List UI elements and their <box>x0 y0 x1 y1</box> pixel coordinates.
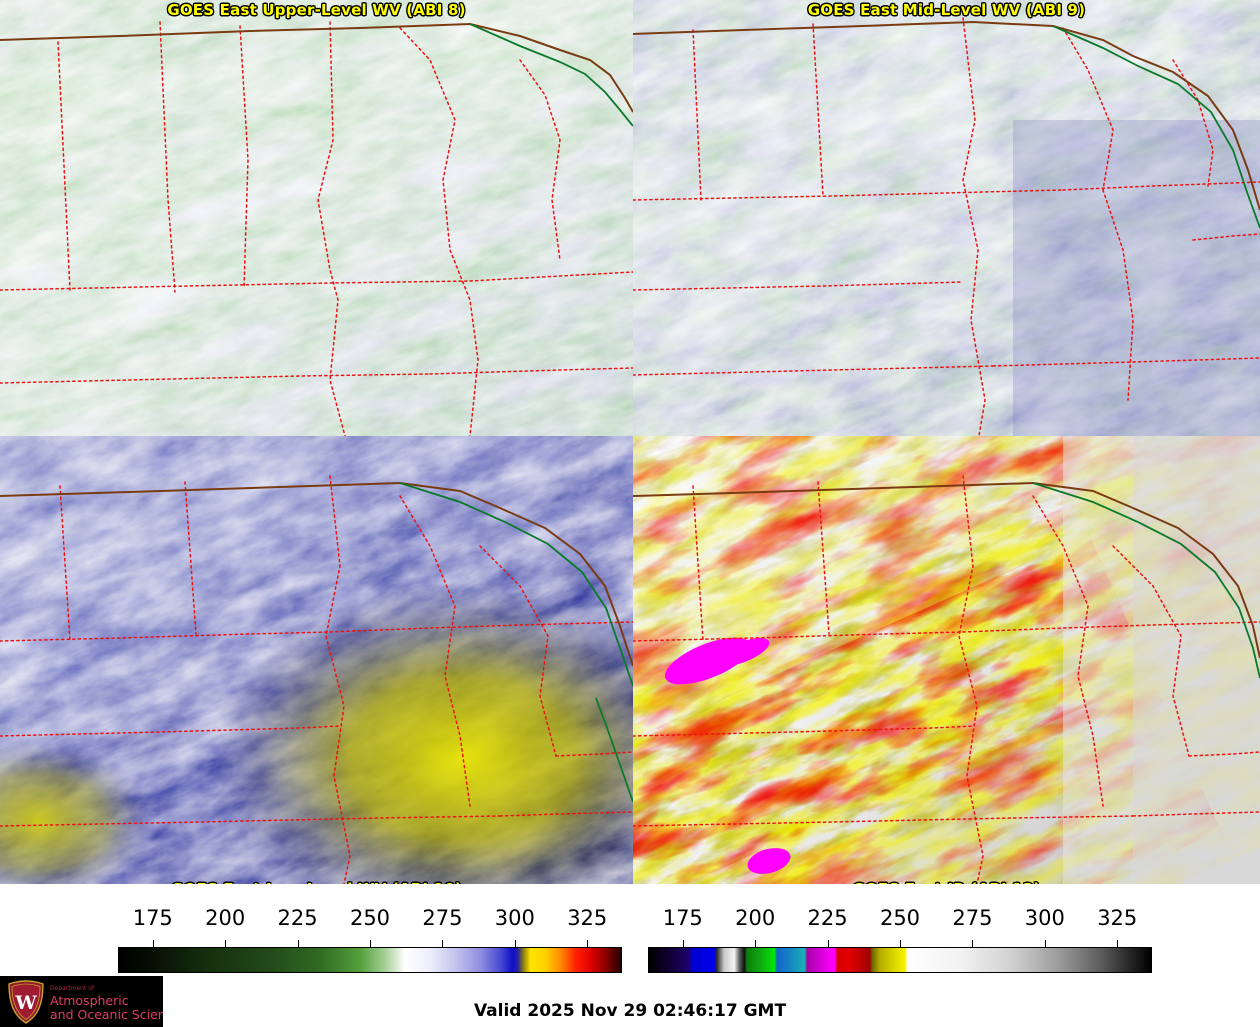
colorbar-wv-bar <box>118 947 622 973</box>
cbar-wv-tick-1: 200 <box>205 906 246 930</box>
colorbar-wv: 175 200 225 250 275 300 325 <box>0 906 633 973</box>
cbar-ir-tick-5: 300 <box>1024 906 1065 930</box>
colorbar-wv-tickmarks <box>0 940 633 947</box>
panel-mid-level-wv[interactable]: GOES East Mid-Level WV (ABI 9) <box>633 0 1260 436</box>
ir-image <box>633 436 1260 884</box>
cbar-ir-tick-6: 325 <box>1097 906 1138 930</box>
cbar-wv-tick-4: 275 <box>422 906 463 930</box>
cbar-ir-tick-2: 225 <box>807 906 848 930</box>
logo-line-atmospheric: Atmospheric <box>50 993 129 1008</box>
colorbar-ir: 175 200 225 250 275 300 325 <box>633 906 1260 973</box>
uw-aos-logo[interactable]: W Department of Atmospheric and Oceanic … <box>0 976 163 1027</box>
cbar-wv-tick-6: 325 <box>567 906 608 930</box>
mid-level-wv-image <box>633 0 1260 436</box>
cbar-ir-tick-4: 275 <box>952 906 993 930</box>
valid-time-label: Valid 2025 Nov 29 02:46:17 GMT <box>473 1001 787 1021</box>
colorbar-ir-bar <box>648 947 1152 973</box>
panel-ir[interactable]: GOES East IR (ABI 13) <box>633 436 1260 884</box>
panel-low-level-wv[interactable]: GOES East Low-Level WV (ABI 10) <box>0 436 633 884</box>
logo-line-oceanic: and Oceanic Sciences <box>50 1007 163 1022</box>
low-level-wv-image <box>0 436 633 884</box>
cbar-wv-tick-5: 300 <box>494 906 535 930</box>
uw-crest-icon: W <box>8 980 44 1024</box>
svg-text:W: W <box>14 992 37 1014</box>
colorbar-ir-ticklabels: 175 200 225 250 275 300 325 <box>633 906 1260 940</box>
logo-department-line: Department of <box>50 985 94 992</box>
panel-upper-level-wv[interactable]: GOES East Upper-Level WV (ABI 8) <box>0 0 633 436</box>
cbar-wv-tick-3: 250 <box>349 906 391 930</box>
colorbar-wv-ticklabels: 175 200 225 250 275 300 325 <box>0 906 633 940</box>
upper-level-wv-image <box>0 0 633 436</box>
satellite-panel-grid: GOES East Upper-Level WV (ABI 8) <box>0 0 1260 884</box>
cbar-wv-tick-0: 175 <box>132 906 173 930</box>
cbar-ir-tick-3: 250 <box>879 906 921 930</box>
colorbar-wv-gradient <box>119 948 621 972</box>
cbar-ir-tick-1: 200 <box>735 906 776 930</box>
colorbar-ir-gradient <box>649 948 1151 972</box>
cbar-ir-tick-0: 175 <box>662 906 703 930</box>
colorbar-ir-tickmarks <box>633 940 1260 947</box>
cbar-wv-tick-2: 225 <box>277 906 318 930</box>
